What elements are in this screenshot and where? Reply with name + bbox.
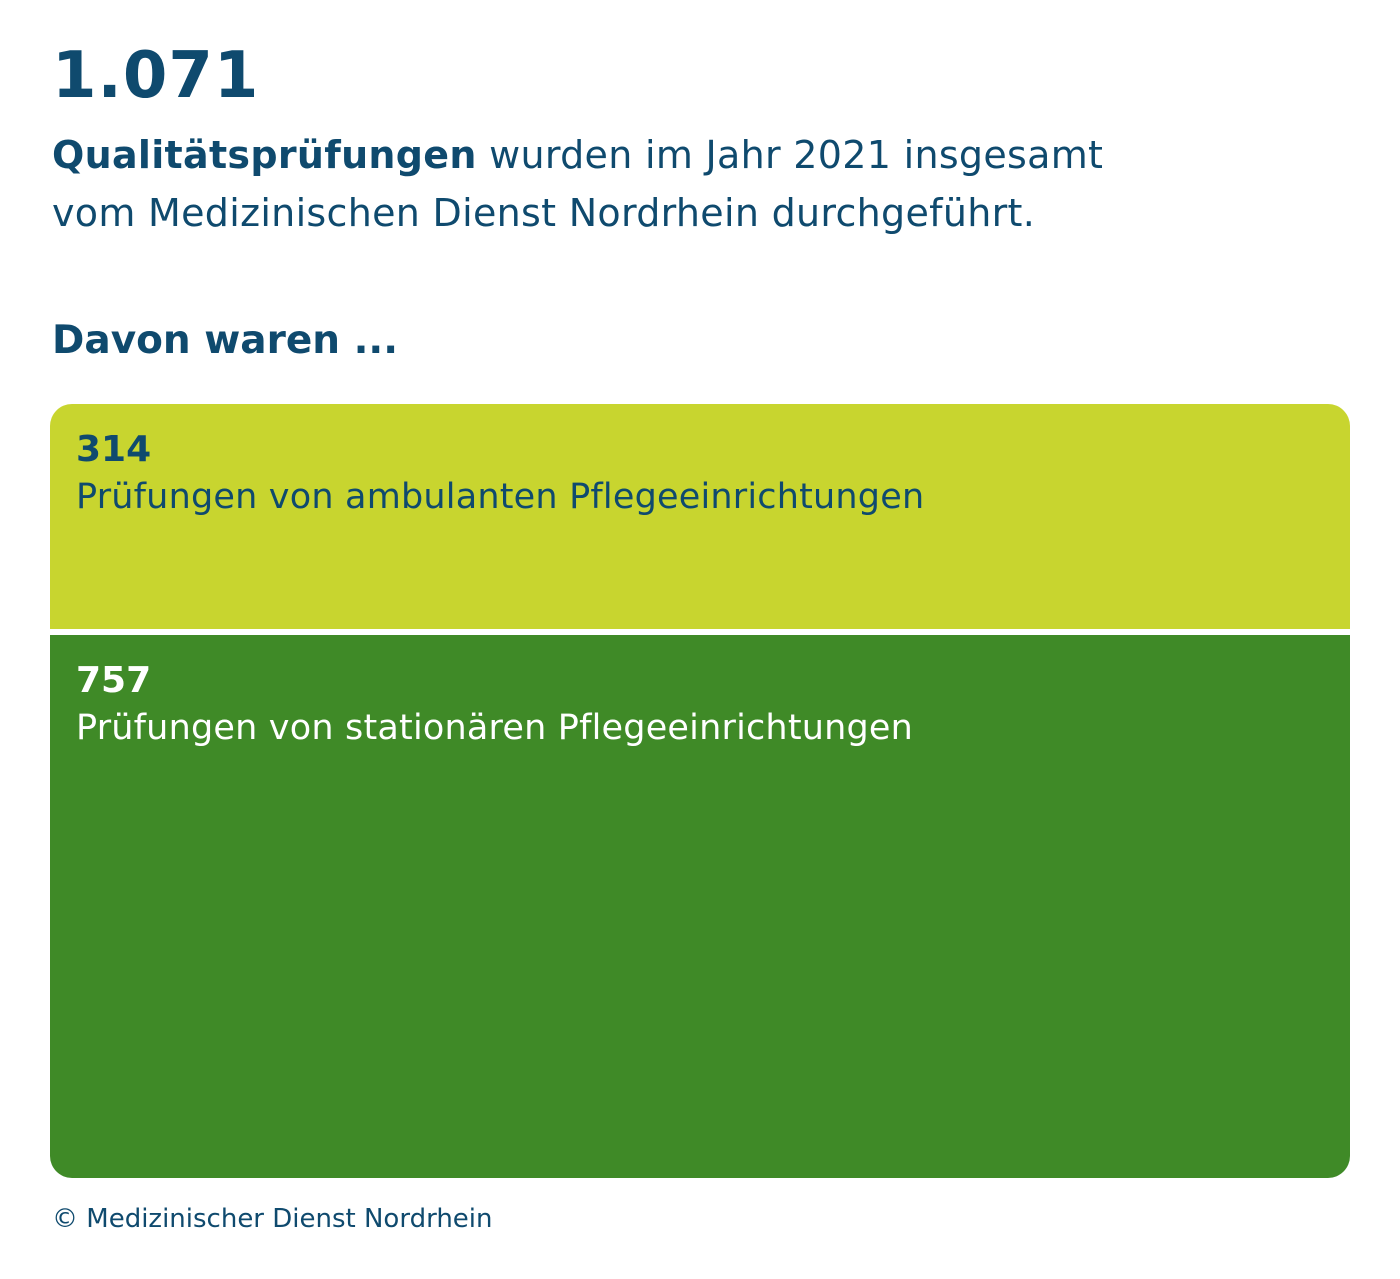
chart-segment-1: 314 Prüfungen von ambulanten Pflegeeinric… <box>50 404 1350 629</box>
segment-value: 314 <box>76 429 152 470</box>
intro-bold: Qualitätsprüfungen <box>52 133 477 177</box>
segment-label: Prüfungen von stationären Pflegeeinricht… <box>76 708 914 748</box>
copyright-notice: © Medizinischer Dienst Nordrhein <box>52 1204 493 1234</box>
intro-rest: wurden im Jahr 2021 insgesamt <box>476 133 1104 177</box>
segment-value: 757 <box>76 660 152 701</box>
chart-segment-2: 757 Prüfungen von stationären Pflegeeinri… <box>50 635 1350 1178</box>
total-count: 1.071 <box>52 39 260 113</box>
segment-label: Prüfungen von ambulanten Pflegeeinrichtu… <box>76 477 925 517</box>
intro-text: Qualitätsprüfungen wurden im Jahr 2021 i… <box>52 126 1302 242</box>
stacked-proportion-chart: 314 Prüfungen von ambulanten Pflegeeinric… <box>50 404 1350 1178</box>
intro-line2: vom Medizinischen Dienst Nordrhein durch… <box>52 191 1036 235</box>
subheading: Davon waren ... <box>52 318 399 363</box>
